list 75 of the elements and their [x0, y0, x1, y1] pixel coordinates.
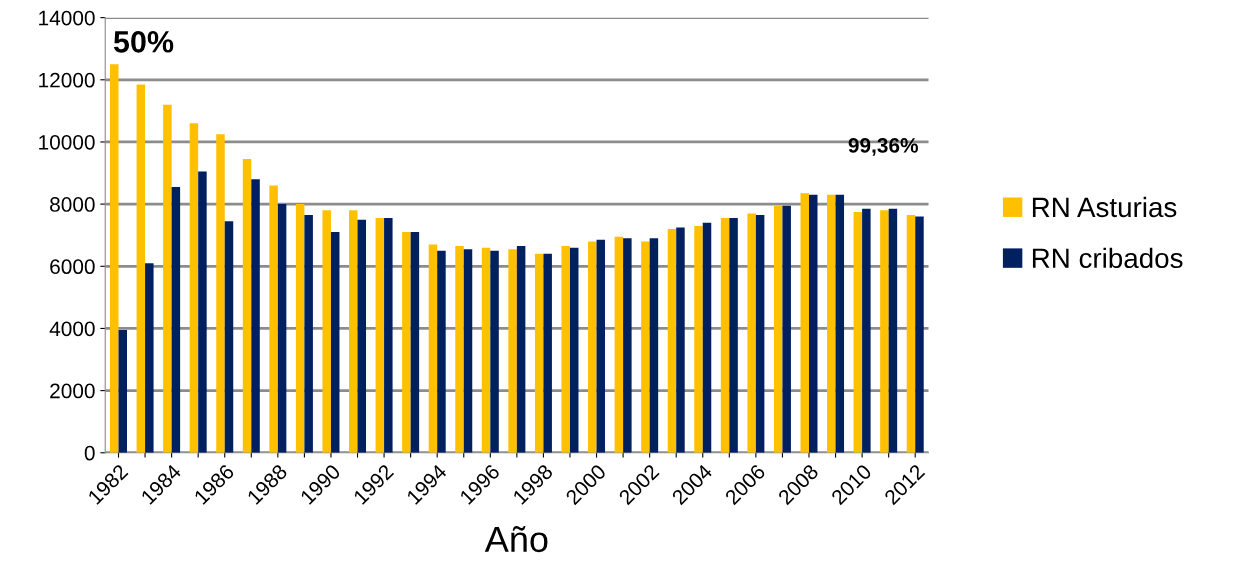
bar — [428, 244, 438, 453]
bar — [384, 218, 393, 453]
bar — [641, 241, 650, 453]
bar — [569, 247, 579, 453]
bar — [508, 249, 517, 453]
bar — [349, 210, 358, 453]
y-tick-label: 2000 — [50, 383, 95, 399]
legend-label: RN cribados — [1032, 247, 1183, 269]
bar — [676, 227, 685, 453]
bar — [853, 211, 863, 453]
bar — [251, 179, 260, 453]
bar — [136, 84, 146, 453]
y-tick-label: 4000 — [49, 321, 95, 337]
bar — [755, 215, 765, 453]
bar — [198, 171, 207, 453]
bar — [534, 253, 544, 453]
bar — [827, 194, 836, 453]
bar — [437, 250, 446, 453]
bar — [596, 239, 606, 453]
bar — [216, 134, 225, 453]
bar — [649, 238, 659, 453]
bar — [702, 222, 712, 453]
legend-label: RN Asturias — [1032, 196, 1177, 218]
bar — [588, 241, 597, 453]
bar — [862, 208, 871, 453]
bar — [561, 246, 570, 453]
bar — [543, 253, 552, 453]
bar — [463, 249, 473, 453]
bar — [773, 205, 783, 453]
x-axis-title: Año — [484, 525, 548, 553]
annotation: 99,36% — [848, 138, 918, 156]
annotation: 50% — [113, 31, 174, 53]
bar — [782, 205, 791, 453]
bar — [481, 247, 491, 453]
bar — [402, 232, 411, 453]
bar — [375, 218, 385, 453]
bar — [277, 204, 287, 453]
bar — [888, 208, 898, 453]
bar — [242, 159, 252, 453]
bar — [455, 246, 464, 453]
bar — [729, 218, 738, 453]
bar — [410, 232, 420, 453]
y-tick-label: 8000 — [50, 197, 95, 212]
bar — [614, 236, 624, 453]
bar — [269, 185, 278, 453]
bar — [720, 218, 730, 453]
bar — [667, 228, 677, 453]
bar — [694, 225, 703, 453]
bar — [623, 238, 632, 453]
bar — [322, 210, 331, 453]
y-tick-label: 12000 — [39, 72, 95, 88]
bar — [747, 213, 756, 453]
y-tick-label: 0 — [84, 445, 95, 461]
bar — [906, 215, 916, 453]
y-tick-label: 6000 — [50, 259, 95, 275]
bar — [880, 210, 889, 453]
bar — [357, 219, 367, 453]
y-tick-label: 14000 — [39, 10, 95, 26]
y-tick-label: 10000 — [39, 134, 95, 150]
bar — [189, 123, 199, 453]
bar — [304, 215, 313, 453]
bar — [800, 193, 809, 453]
bar — [835, 194, 845, 453]
bar — [490, 250, 499, 453]
bar — [110, 64, 119, 453]
bar — [915, 216, 924, 453]
bar — [163, 104, 172, 453]
bar — [516, 246, 526, 453]
bar — [118, 329, 128, 453]
bar — [171, 187, 181, 453]
bar — [808, 194, 818, 453]
bar — [145, 263, 154, 453]
bar — [330, 232, 340, 453]
bar — [224, 221, 234, 453]
bar — [295, 204, 305, 453]
